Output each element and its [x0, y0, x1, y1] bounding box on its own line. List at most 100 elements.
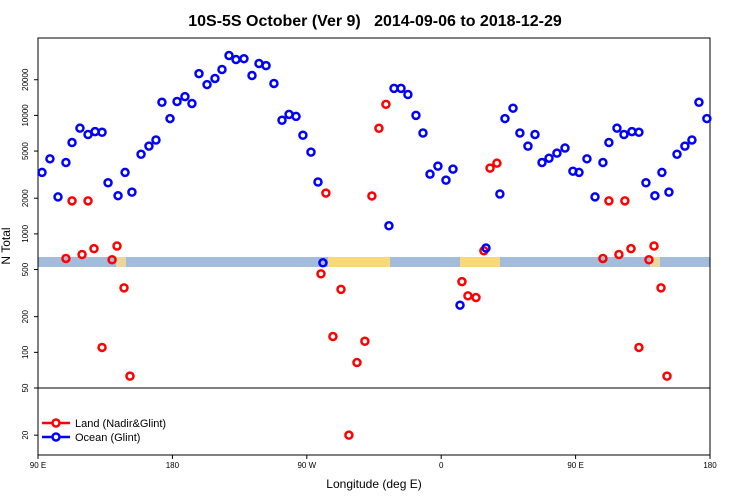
- point: [67, 137, 77, 148]
- point: [194, 68, 204, 79]
- point: [277, 115, 287, 125]
- point: [328, 331, 338, 342]
- land-segment: [328, 257, 390, 267]
- point: [384, 221, 394, 231]
- x-tick-label: 0: [439, 461, 444, 470]
- point: [187, 98, 197, 109]
- point: [316, 269, 326, 279]
- point: [367, 191, 377, 201]
- point: [113, 190, 123, 201]
- point: [612, 123, 622, 133]
- point: [634, 127, 644, 138]
- point: [291, 111, 301, 122]
- point: [75, 123, 85, 133]
- point: [151, 135, 161, 145]
- point: [508, 103, 518, 113]
- point: [687, 135, 697, 145]
- point: [523, 141, 533, 151]
- point: [344, 430, 354, 440]
- y-axis-label: N Total: [0, 227, 13, 264]
- point: [77, 249, 87, 260]
- point: [261, 60, 271, 71]
- point: [471, 292, 481, 303]
- point: [552, 148, 562, 158]
- point: [157, 97, 167, 108]
- legend-marker: [51, 418, 61, 428]
- x-tick-label: 180: [703, 461, 717, 470]
- point: [403, 89, 413, 100]
- point: [269, 78, 279, 89]
- point: [396, 83, 406, 94]
- point: [180, 91, 190, 102]
- point: [604, 137, 614, 148]
- y-tick-label: 5000: [21, 142, 30, 160]
- point: [582, 154, 592, 164]
- point: [107, 254, 117, 265]
- legend-label: Land (Nadir&Glint): [75, 418, 166, 430]
- point: [500, 113, 510, 124]
- point: [702, 113, 712, 124]
- point: [672, 149, 682, 159]
- point: [481, 243, 491, 253]
- y-tick-label: 1000: [21, 224, 30, 242]
- point: [590, 192, 600, 202]
- point: [360, 336, 370, 347]
- point: [626, 243, 636, 254]
- point: [67, 196, 77, 206]
- point: [97, 127, 107, 138]
- point: [657, 167, 667, 178]
- point: [560, 143, 570, 153]
- x-tick-label: 90 W: [297, 461, 316, 470]
- point: [120, 167, 130, 178]
- point: [37, 167, 47, 178]
- plot-frame: [37, 37, 711, 456]
- legend-label: Ocean (Glint): [75, 432, 140, 444]
- y-tick-label: 50: [21, 383, 30, 392]
- y-tick-label: 500: [21, 262, 30, 276]
- point: [598, 253, 608, 264]
- x-tick-label: 90 E: [30, 461, 46, 470]
- point: [411, 110, 421, 121]
- x-tick-label: 90 E: [567, 461, 583, 470]
- point: [680, 141, 690, 151]
- point: [45, 154, 55, 164]
- point: [231, 54, 241, 65]
- point: [112, 241, 122, 251]
- land-segment: [460, 257, 500, 267]
- point: [418, 128, 428, 138]
- point: [165, 113, 175, 124]
- point: [97, 342, 107, 353]
- point: [210, 73, 220, 84]
- point: [662, 371, 672, 381]
- point: [374, 123, 384, 134]
- point: [336, 284, 346, 295]
- point: [649, 241, 659, 251]
- point: [448, 164, 458, 174]
- point: [217, 64, 227, 75]
- point: [247, 70, 257, 81]
- land-segment: [650, 257, 660, 267]
- point: [224, 50, 234, 61]
- point: [127, 187, 137, 197]
- point: [144, 141, 154, 151]
- point: [61, 157, 71, 168]
- point: [574, 167, 584, 178]
- point: [172, 96, 182, 107]
- point: [239, 53, 249, 64]
- point: [425, 169, 435, 179]
- y-tick-label: 2000: [21, 189, 30, 207]
- y-tick-label: 20: [21, 430, 30, 439]
- point: [125, 371, 135, 381]
- point: [664, 187, 674, 197]
- point: [455, 300, 465, 310]
- point: [103, 178, 113, 188]
- point: [433, 161, 443, 171]
- point: [694, 97, 704, 108]
- point: [492, 158, 502, 168]
- point: [381, 99, 391, 110]
- legend-marker: [51, 432, 61, 442]
- point: [202, 79, 212, 90]
- point: [515, 128, 525, 138]
- point: [53, 192, 63, 202]
- point: [537, 157, 547, 168]
